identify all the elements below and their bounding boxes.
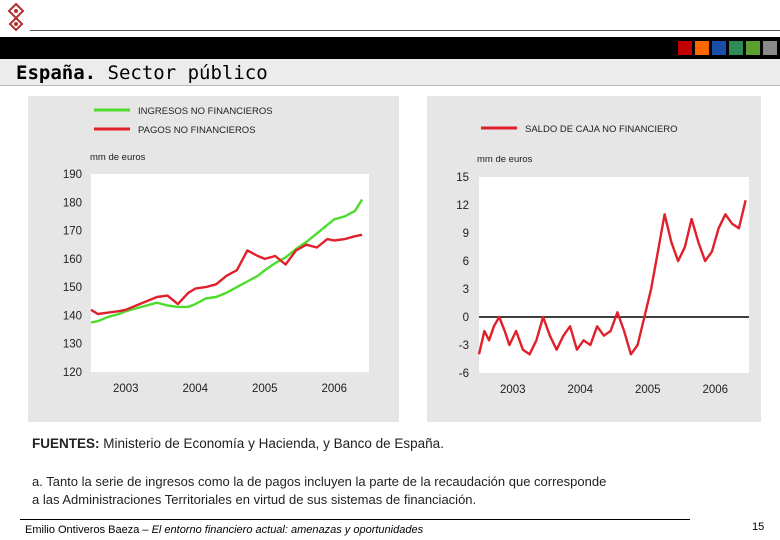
x-tick-label: 2004 [567, 384, 593, 396]
plot-area [479, 177, 749, 373]
footnote-line-1: a. Tanto la serie de ingresos como la de… [32, 474, 607, 489]
sources-text: Ministerio de Economía y Hacienda, y Ban… [99, 436, 444, 451]
x-tick-label: 2004 [182, 383, 208, 395]
brand-square-4 [729, 41, 743, 55]
legend-label: PAGOS NO FINANCIEROS [138, 125, 256, 136]
header-bar [0, 37, 780, 59]
page-number: 15 [752, 521, 765, 533]
y-tick-label: 180 [63, 197, 82, 209]
page-title-rest: Sector público [96, 62, 268, 84]
x-tick-label: 2005 [252, 383, 278, 395]
legend-label: SALDO DE CAJA NO FINANCIERO [525, 124, 678, 135]
y-tick-label: 140 [63, 310, 82, 322]
x-tick-label: 2005 [635, 384, 661, 396]
y-tick-label: 190 [63, 169, 82, 181]
x-tick-label: 2006 [702, 384, 728, 396]
series-line [90, 198, 364, 324]
sources-note: FUENTES: Ministerio de Economía y Hacien… [32, 436, 444, 451]
title-bar [0, 59, 780, 86]
footer-citation: Emilio Ontiveros Baeza – El entorno fina… [25, 524, 423, 536]
y-tick-label: 170 [63, 226, 82, 238]
brand-square-1 [678, 41, 692, 55]
y-tick-label: 0 [463, 312, 469, 324]
y-tick-label: 130 [63, 339, 82, 351]
page-title-bold: España. [16, 62, 97, 84]
footer-work: El entorno financiero actual: amenazas y… [151, 524, 424, 536]
y-axis-unit-label: mm de euros [90, 152, 146, 163]
series-line [477, 200, 747, 356]
y-tick-label: -6 [459, 368, 469, 380]
brand-square-5 [746, 41, 760, 55]
cash-balance-chart: 15 12 9 6 3 0 -3 -6 2003 2004 2005 2006 mm de euros S… [456, 124, 749, 396]
x-tick-label: 2003 [500, 384, 526, 396]
x-tick-label: 2003 [113, 383, 139, 395]
footnote-line-2: a las Administraciones Territoriales en … [32, 492, 477, 507]
y-tick-label: -3 [459, 340, 469, 352]
brand-square-3 [712, 41, 726, 55]
sources-label: FUENTES: [32, 436, 100, 451]
y-tick-label: 9 [463, 228, 469, 240]
y-tick-label: 6 [463, 256, 469, 268]
right-chart-panel: 15 12 9 6 3 0 -3 -6 2003 2004 2005 2006 mm de euros S… [427, 96, 761, 422]
legend-label: INGRESOS NO FINANCIEROS [138, 106, 273, 117]
y-tick-label: 120 [63, 367, 82, 379]
footer-author: Emilio Ontiveros Baeza – [25, 524, 152, 536]
brand-square-6 [763, 41, 777, 55]
top-rule [30, 30, 780, 31]
brand-logo-icon [7, 2, 25, 32]
left-chart-panel: 190 180 170 160 150 140 130 120 2003 2004 2005 2006… [28, 96, 399, 422]
income-expenditure-chart: 190 180 170 160 150 140 130 120 2003 2004 2005 2006… [63, 106, 369, 395]
y-tick-label: 12 [456, 200, 469, 212]
y-tick-label: 15 [456, 172, 469, 184]
x-tick-label: 2006 [321, 383, 347, 395]
series-line [90, 233, 363, 316]
y-axis-unit-label: mm de euros [477, 154, 533, 165]
page-title: España. Sector público [16, 62, 268, 84]
y-tick-label: 160 [63, 254, 82, 266]
footer-rule [20, 519, 690, 520]
y-tick-label: 3 [463, 284, 469, 296]
y-tick-label: 150 [63, 282, 82, 294]
brand-square-2 [695, 41, 709, 55]
